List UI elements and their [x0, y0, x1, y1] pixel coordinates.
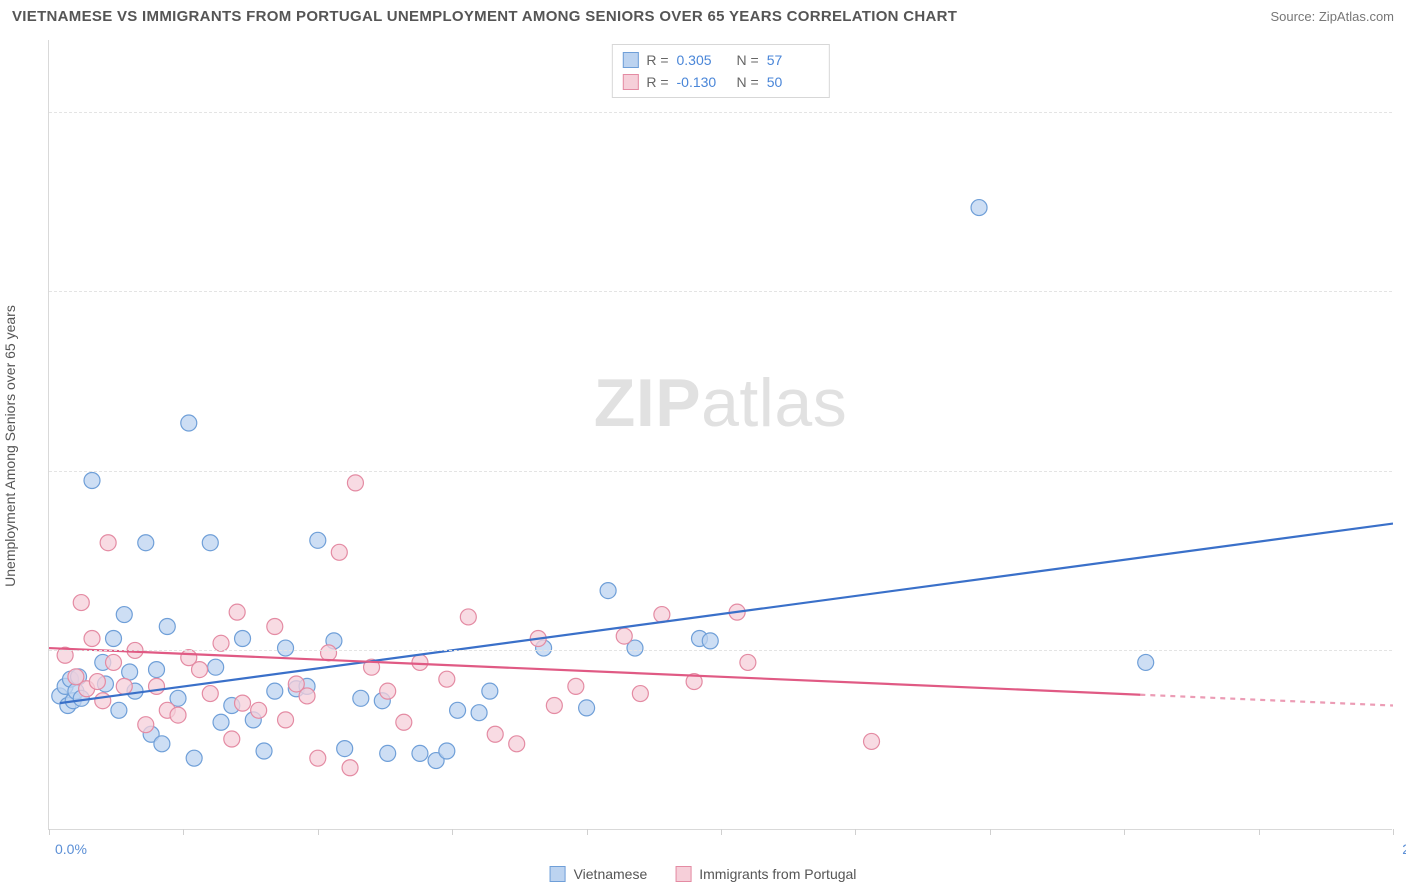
legend-item-2: Immigrants from Portugal [675, 866, 856, 882]
chart-area: ZIPatlas R = 0.305 N = 57 R = -0.130 N =… [48, 40, 1392, 830]
bottom-legend: Vietnamese Immigrants from Portugal [550, 866, 857, 882]
legend-item-1: Vietnamese [550, 866, 648, 882]
legend-label-1: Vietnamese [574, 866, 648, 882]
x-tick-label-max: 25.0% [1402, 841, 1406, 857]
source-attribution: Source: ZipAtlas.com [1270, 9, 1394, 24]
y-tick-label: 7.5% [1397, 642, 1406, 658]
scatter-svg [49, 40, 1393, 830]
plot-region: ZIPatlas R = 0.305 N = 57 R = -0.130 N =… [48, 40, 1392, 830]
legend-label-2: Immigrants from Portugal [699, 866, 856, 882]
y-tick-label: 15.0% [1397, 463, 1406, 479]
y-axis-label: Unemployment Among Seniors over 65 years [2, 305, 18, 587]
y-tick-label: 30.0% [1397, 104, 1406, 120]
y-tick-label: 22.5% [1397, 283, 1406, 299]
chart-title: VIETNAMESE VS IMMIGRANTS FROM PORTUGAL U… [12, 8, 957, 25]
swatch-series-2b [675, 866, 691, 882]
swatch-series-1b [550, 866, 566, 882]
x-tick-label-min: 0.0% [55, 841, 87, 857]
